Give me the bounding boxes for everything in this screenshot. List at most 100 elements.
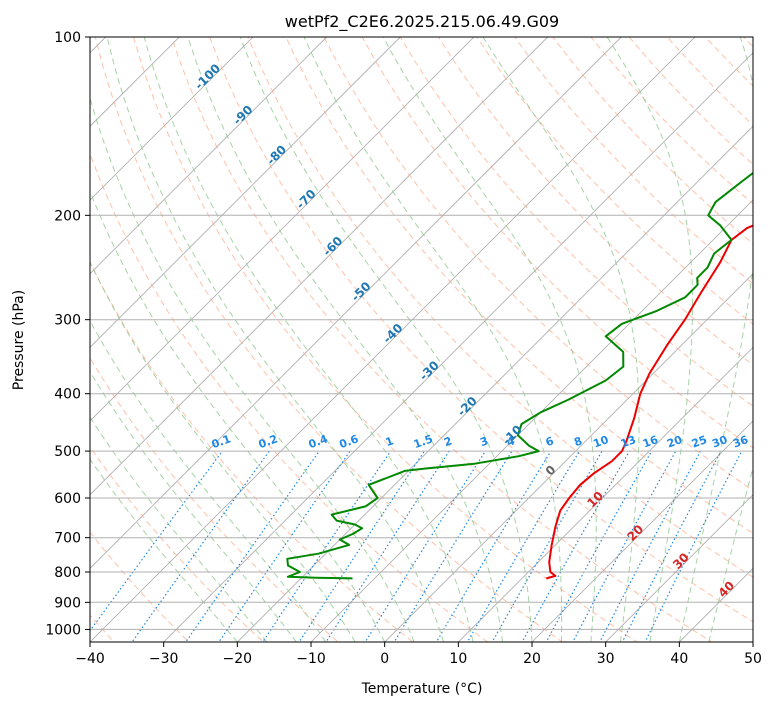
y-tick-label: 700 xyxy=(54,531,81,547)
dry-adiabat-label: 20 xyxy=(625,522,647,544)
x-tick-label: 20 xyxy=(523,651,541,667)
dry-adiabat xyxy=(90,446,265,642)
mixing-ratio-label: 13 xyxy=(619,433,638,450)
isotherm-gridline xyxy=(90,37,696,642)
mixing-ratio-line xyxy=(621,450,722,642)
mixing-ratio-label: 16 xyxy=(641,433,660,451)
mixing-ratio-line xyxy=(644,450,743,642)
x-tick-label: −20 xyxy=(223,651,253,667)
isotherm-gridline xyxy=(90,37,328,275)
moist-adiabat xyxy=(187,37,503,642)
mixing-ratio-line xyxy=(131,450,270,642)
moist-adiabat xyxy=(678,37,753,642)
dry-adiabat xyxy=(437,37,753,366)
dry-adiabat xyxy=(514,37,753,285)
moist-adiabat xyxy=(708,465,753,642)
mixing-ratio-label: 10 xyxy=(591,433,610,451)
isotherm-gridline xyxy=(236,125,753,642)
y-tick-label: 200 xyxy=(54,208,81,224)
mixing-ratio-label: 30 xyxy=(710,433,729,451)
y-tick-label: 500 xyxy=(54,444,81,460)
y-tick-label: 600 xyxy=(54,491,81,507)
mixing-ratio-line xyxy=(466,450,580,642)
y-tick-label: 100 xyxy=(54,30,81,46)
moist-adiabat xyxy=(303,37,563,642)
dry-adiabat xyxy=(285,37,753,535)
dry-adiabat xyxy=(742,37,753,48)
mixing-ratio-label: 8 xyxy=(572,434,584,449)
moist-adiabat xyxy=(90,416,268,642)
moist-adiabat xyxy=(482,37,640,642)
dewpoint-line xyxy=(286,171,753,580)
chart-title: wetPf2_C2E6.2025.215.06.49.G09 xyxy=(285,12,559,32)
dry-adiabat xyxy=(361,37,753,449)
isotherm-gridline xyxy=(90,37,401,348)
dry-adiabat xyxy=(590,37,753,205)
dry-adiabat xyxy=(90,152,489,642)
mixing-ratio-label: 3 xyxy=(478,434,490,449)
dry-adiabat-label: 10 xyxy=(584,489,606,511)
isotherm-label: -90 xyxy=(230,103,255,128)
x-tick-label: 30 xyxy=(597,651,615,667)
isotherm-gridline xyxy=(90,37,180,127)
isotherm-gridline xyxy=(531,420,753,642)
moist-adiabat xyxy=(90,260,356,642)
moist-adiabat xyxy=(90,458,238,642)
isotherm-label: -80 xyxy=(264,142,289,167)
moist-adiabat xyxy=(239,37,533,642)
mixing-ratio-label: 36 xyxy=(731,433,750,451)
dry-adiabat xyxy=(247,37,753,578)
isotherm-gridline xyxy=(90,37,549,496)
isotherm-gridline xyxy=(0,10,59,654)
x-tick-label: −40 xyxy=(75,651,105,667)
y-axis-label: Pressure (hPa) xyxy=(11,290,27,390)
x-tick-label: −30 xyxy=(149,651,179,667)
mixing-ratio-label: 0.2 xyxy=(257,432,280,451)
isotherm-gridline xyxy=(163,52,753,642)
moist-adiabat xyxy=(90,96,415,642)
mixing-ratio-line xyxy=(435,450,552,642)
mixing-ratio-label: 6 xyxy=(544,434,556,449)
mixing-ratio-line xyxy=(325,450,450,642)
dry-adiabat xyxy=(323,37,753,491)
moist-adiabat xyxy=(143,37,474,642)
mixing-ratio-line xyxy=(90,450,223,632)
dry-adiabat xyxy=(90,531,190,642)
y-tick-label: 400 xyxy=(54,387,81,403)
isotherm-label: -20 xyxy=(455,394,480,419)
mixing-ratio-label: 25 xyxy=(690,433,709,450)
dry-adiabat xyxy=(399,37,753,407)
isotherm-gridline xyxy=(457,346,753,642)
x-tick-label: 40 xyxy=(670,651,688,667)
dry-adiabat-label: 30 xyxy=(670,550,692,572)
x-tick-label: −10 xyxy=(296,651,326,667)
dry-adiabat xyxy=(476,37,753,325)
y-tick-label: 300 xyxy=(54,313,81,329)
mixing-ratio-line xyxy=(545,450,653,642)
moist-adiabat xyxy=(106,37,445,642)
moist-adiabat xyxy=(606,37,693,642)
mixing-ratio-label: 0.6 xyxy=(338,432,361,451)
x-tick-label: 10 xyxy=(449,651,467,667)
x-tick-label: 0 xyxy=(380,651,389,667)
dry-adiabat-label: 0 xyxy=(543,463,559,479)
x-axis-label: Temperature (°C) xyxy=(361,681,483,697)
temperature-line xyxy=(546,224,753,580)
mixing-ratio-label: 1 xyxy=(384,434,396,449)
isotherm-gridline xyxy=(605,494,753,642)
isotherm-label: -100 xyxy=(192,61,223,92)
dry-adiabat xyxy=(132,37,638,642)
moist-adiabat xyxy=(90,319,327,642)
isotherm-label: -50 xyxy=(348,279,373,304)
dry-adiabat xyxy=(94,37,564,642)
y-tick-label: 1000 xyxy=(45,622,81,638)
y-tick-label: 800 xyxy=(54,565,81,581)
mixing-ratio-label: 2 xyxy=(442,434,454,449)
mixing-ratio-label: 0.4 xyxy=(307,432,330,451)
isotherm-gridline xyxy=(90,37,254,201)
dry-adiabat xyxy=(90,356,339,642)
moist-adiabat xyxy=(382,37,597,642)
isotherm-label: -60 xyxy=(320,234,345,259)
moist-adiabat xyxy=(90,189,386,642)
